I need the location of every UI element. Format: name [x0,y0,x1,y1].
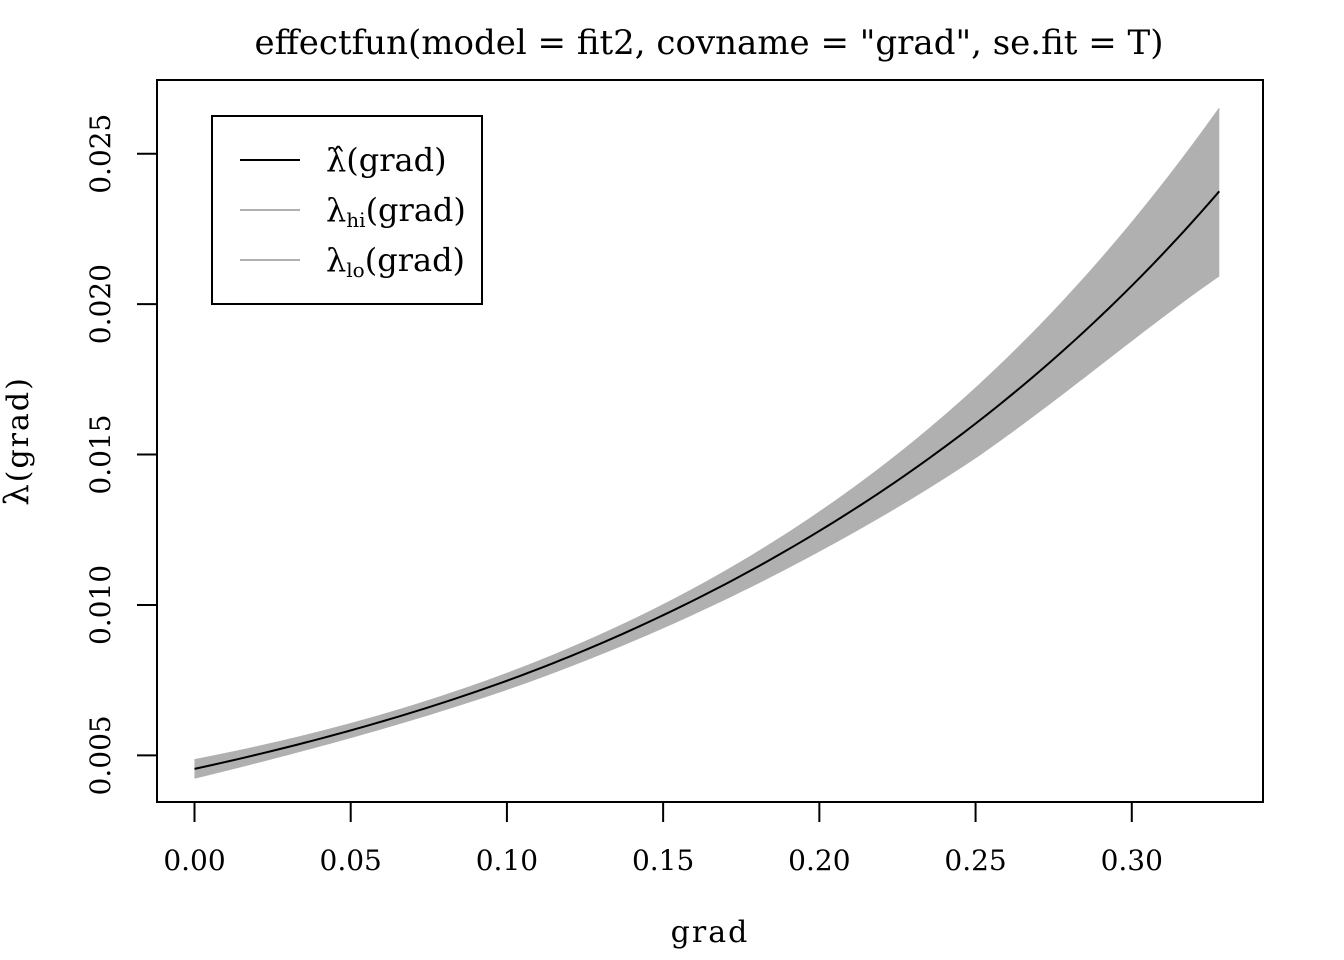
y-axis-label: λ(grad) [0,376,37,506]
x-tick-label: 0.00 [163,844,225,877]
legend-entry: λhi(grad) [240,191,466,232]
y-tick-label: 0.005 [84,715,117,795]
x-tick-label: 0.05 [320,844,382,877]
x-tick-label: 0.20 [788,844,850,877]
y-tick-label: 0.020 [84,264,117,344]
legend-entry: λ̂(grad) [240,141,447,179]
x-tick-label: 0.10 [476,844,538,877]
y-tick-label: 0.015 [84,414,117,494]
x-tick-label: 0.30 [1101,844,1163,877]
series-line-lower [194,274,1220,779]
series-line-estimate [194,190,1221,770]
series-line-layer [194,108,1221,779]
x-tick-label: 0.15 [632,844,694,877]
chart-title: effectfun(model = fit2, covname = "grad"… [255,23,1164,63]
legend-label: λlo(grad) [326,241,465,282]
y-tick-label: 0.010 [84,565,117,645]
y-axis: 0.005 0.010 0.015 0.020 0.025 [84,114,158,795]
y-tick-label: 0.025 [84,114,117,194]
y-axis-label-symbol: λ [0,482,37,506]
x-axis-label: grad [671,915,750,950]
x-axis: 0.00 0.05 0.10 0.15 0.20 0.25 0.30 [163,801,1163,877]
legend-label: λ̂(grad) [326,141,447,179]
legend-entries: λ̂(grad) λhi(grad) λlo(grad) [240,141,466,282]
series-line-upper [194,108,1220,761]
legend-entry: λlo(grad) [240,241,465,282]
x-tick-label: 0.25 [944,844,1006,877]
y-axis-label-arg: (grad) [1,376,36,482]
legend: λ̂(grad) λhi(grad) λlo(grad) [211,115,483,305]
legend-label: λhi(grad) [326,191,466,232]
